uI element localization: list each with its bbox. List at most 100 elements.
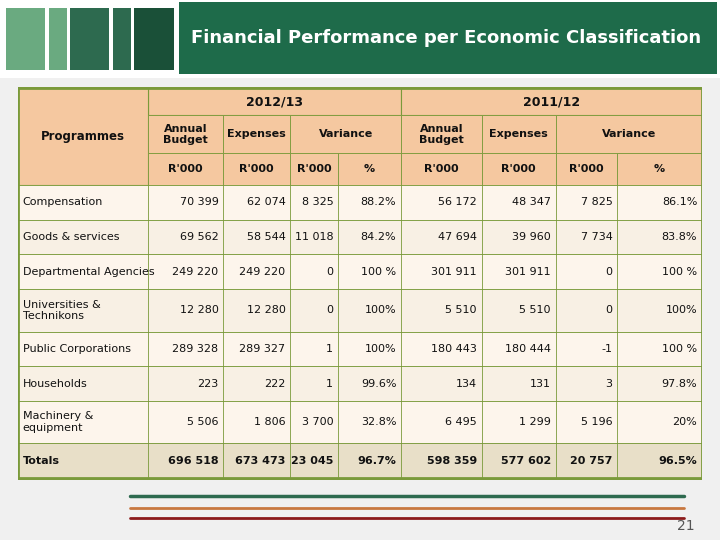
Text: R'000: R'000	[240, 164, 274, 174]
Text: 131: 131	[530, 379, 551, 389]
Text: Goods & services: Goods & services	[23, 232, 120, 242]
Text: 696 518: 696 518	[168, 456, 218, 465]
Text: 301 911: 301 911	[505, 267, 551, 277]
Text: 58 544: 58 544	[246, 232, 285, 242]
FancyBboxPatch shape	[18, 254, 702, 289]
Text: Universities &
Technikons: Universities & Technikons	[23, 300, 101, 321]
Text: 20 757: 20 757	[570, 456, 613, 465]
FancyBboxPatch shape	[148, 153, 223, 185]
FancyBboxPatch shape	[290, 116, 401, 153]
Text: Departmental Agencies: Departmental Agencies	[23, 267, 154, 277]
Text: 673 473: 673 473	[235, 456, 285, 465]
Text: 56 172: 56 172	[438, 198, 477, 207]
Text: 7 734: 7 734	[580, 232, 613, 242]
Text: Totals: Totals	[23, 456, 60, 465]
Text: 32.8%: 32.8%	[361, 417, 396, 427]
Text: 222: 222	[264, 379, 285, 389]
Text: 48 347: 48 347	[512, 198, 551, 207]
Text: 0: 0	[606, 267, 613, 277]
Text: 249 220: 249 220	[239, 267, 285, 277]
Text: R'000: R'000	[424, 164, 459, 174]
Text: Machinery &
equipment: Machinery & equipment	[23, 411, 93, 433]
Text: 20%: 20%	[672, 417, 697, 427]
Text: 1: 1	[326, 379, 333, 389]
Text: 100 %: 100 %	[361, 267, 396, 277]
Text: -1: -1	[601, 344, 613, 354]
FancyBboxPatch shape	[556, 116, 702, 153]
FancyBboxPatch shape	[556, 153, 617, 185]
Text: 23 045: 23 045	[291, 456, 333, 465]
FancyBboxPatch shape	[482, 153, 556, 185]
FancyBboxPatch shape	[113, 8, 131, 71]
Text: 289 328: 289 328	[172, 344, 218, 354]
Text: 223: 223	[197, 379, 218, 389]
Text: 12 280: 12 280	[179, 305, 218, 315]
Text: 180 443: 180 443	[431, 344, 477, 354]
Text: Programmes: Programmes	[41, 130, 125, 143]
Text: 100%: 100%	[364, 305, 396, 315]
Text: 8 325: 8 325	[302, 198, 333, 207]
FancyBboxPatch shape	[401, 153, 482, 185]
Text: 83.8%: 83.8%	[662, 232, 697, 242]
Text: 289 327: 289 327	[239, 344, 285, 354]
FancyBboxPatch shape	[617, 153, 702, 185]
Text: 70 399: 70 399	[179, 198, 218, 207]
FancyBboxPatch shape	[18, 289, 702, 332]
Text: 1: 1	[326, 344, 333, 354]
Text: 100 %: 100 %	[662, 267, 697, 277]
FancyBboxPatch shape	[18, 185, 702, 220]
FancyBboxPatch shape	[223, 153, 290, 185]
FancyBboxPatch shape	[401, 116, 482, 153]
FancyBboxPatch shape	[18, 87, 702, 478]
Text: %: %	[364, 164, 375, 174]
FancyBboxPatch shape	[338, 153, 401, 185]
FancyBboxPatch shape	[18, 87, 702, 185]
Text: 6 495: 6 495	[445, 417, 477, 427]
Text: 1 806: 1 806	[254, 417, 285, 427]
Text: 2011/12: 2011/12	[523, 95, 580, 108]
FancyBboxPatch shape	[148, 116, 223, 153]
Text: 301 911: 301 911	[431, 267, 477, 277]
FancyBboxPatch shape	[134, 8, 174, 71]
Text: 100%: 100%	[665, 305, 697, 315]
Text: Annual
Budget: Annual Budget	[163, 124, 208, 145]
Text: 5 510: 5 510	[446, 305, 477, 315]
Text: 99.6%: 99.6%	[361, 379, 396, 389]
Text: 0: 0	[606, 305, 613, 315]
FancyBboxPatch shape	[18, 401, 702, 443]
Text: R'000: R'000	[297, 164, 331, 174]
Text: 11 018: 11 018	[294, 232, 333, 242]
Text: 3: 3	[606, 379, 613, 389]
Text: 5 510: 5 510	[519, 305, 551, 315]
Text: 1 299: 1 299	[519, 417, 551, 427]
Text: Expenses: Expenses	[490, 130, 548, 139]
Text: 84.2%: 84.2%	[361, 232, 396, 242]
Text: R'000: R'000	[569, 164, 603, 174]
Text: 3 700: 3 700	[302, 417, 333, 427]
Text: 88.2%: 88.2%	[361, 198, 396, 207]
FancyBboxPatch shape	[49, 8, 67, 71]
Text: 96.7%: 96.7%	[357, 456, 396, 465]
Text: Households: Households	[23, 379, 88, 389]
Text: 86.1%: 86.1%	[662, 198, 697, 207]
FancyBboxPatch shape	[401, 87, 702, 116]
FancyBboxPatch shape	[290, 153, 338, 185]
Text: 100%: 100%	[364, 344, 396, 354]
Text: Variance: Variance	[318, 130, 373, 139]
Text: R'000: R'000	[168, 164, 203, 174]
Text: 96.5%: 96.5%	[659, 456, 697, 465]
FancyBboxPatch shape	[148, 87, 401, 116]
Text: Compensation: Compensation	[23, 198, 103, 207]
Text: Public Corporations: Public Corporations	[23, 344, 131, 354]
FancyBboxPatch shape	[0, 0, 720, 78]
Text: 0: 0	[326, 305, 333, 315]
Text: 0: 0	[326, 267, 333, 277]
FancyBboxPatch shape	[18, 87, 148, 185]
FancyBboxPatch shape	[70, 8, 109, 71]
Text: 12 280: 12 280	[246, 305, 285, 315]
Text: 21: 21	[678, 519, 695, 534]
Text: 7 825: 7 825	[580, 198, 613, 207]
FancyBboxPatch shape	[18, 332, 702, 366]
Text: %: %	[654, 164, 665, 174]
Text: 2012/13: 2012/13	[246, 95, 303, 108]
